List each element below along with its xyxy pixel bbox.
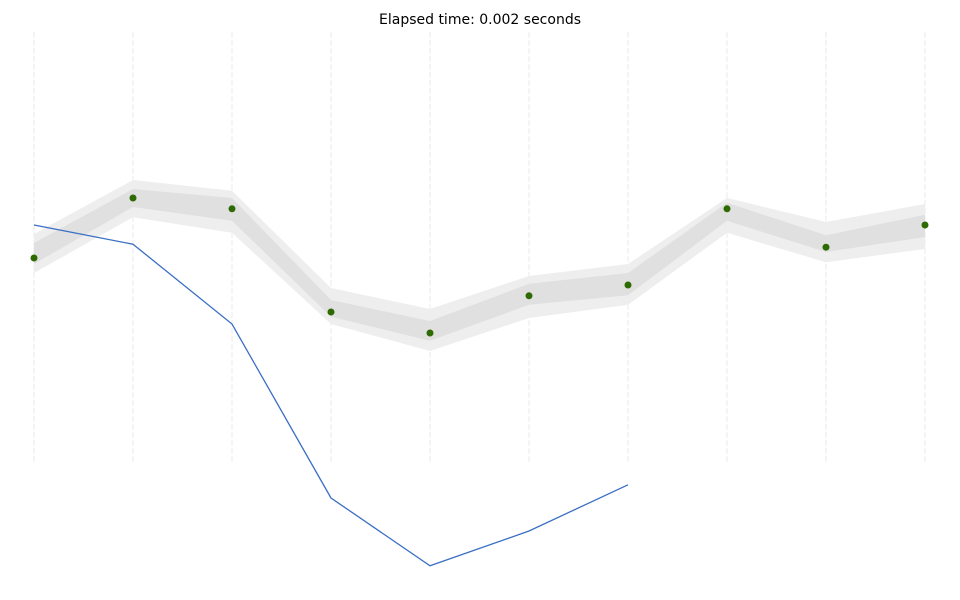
point [228, 205, 236, 213]
point [921, 221, 929, 229]
point [129, 194, 137, 202]
point [624, 281, 632, 289]
point [822, 243, 830, 251]
point [426, 329, 434, 337]
point [30, 254, 38, 262]
point [327, 308, 335, 316]
point [723, 205, 731, 213]
chart-title: Elapsed time: 0.002 seconds [379, 12, 581, 28]
band [34, 189, 925, 341]
line [33, 224, 629, 567]
point [525, 292, 533, 300]
